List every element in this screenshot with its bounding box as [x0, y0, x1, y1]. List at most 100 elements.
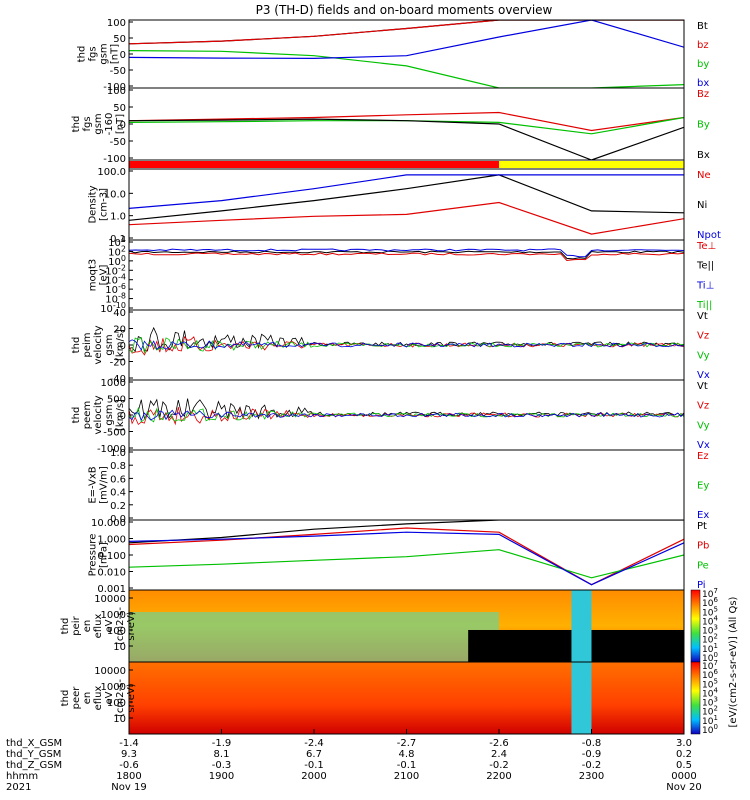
tick-label: 0	[120, 411, 126, 422]
tick-label: 10-4	[105, 273, 126, 287]
series-trace	[129, 326, 684, 353]
ephemeris-value: 0.2	[676, 749, 692, 760]
y-axis-label: (cm2-s-	[115, 607, 126, 645]
tick-label: -20	[110, 358, 126, 369]
colorbar-tick-label: 101	[702, 642, 718, 655]
tick-label: -100	[103, 82, 126, 93]
legend-entry: Te⊥	[696, 241, 716, 252]
series-line	[129, 20, 684, 45]
series-trace	[129, 407, 684, 426]
ephemeris-value: 2200	[486, 771, 511, 782]
tick-label: 1000	[101, 610, 126, 621]
tick-label: 50	[113, 34, 126, 45]
ephemeris-value: 2000	[301, 771, 326, 782]
spectrogram-colorbars: 1071061051041031021011001071061051041031…	[690, 587, 739, 736]
legend-entry: Ez	[697, 451, 709, 462]
y-axis-label: thd	[77, 46, 88, 63]
tick-label: 102	[108, 244, 126, 258]
ephemeris-value: 9.3	[121, 749, 137, 760]
mode-bar-segment	[129, 161, 499, 168]
legend-entry: Vz	[697, 331, 709, 342]
colorbar-tick-label: 100	[702, 723, 718, 736]
tick-label: -40	[110, 374, 126, 385]
panel-7: 1000 500 0 -500 -1000 thd peem velocity gsm [km/s…	[71, 378, 710, 455]
series-trace	[129, 336, 684, 356]
spectrogram-cold-band	[571, 590, 592, 662]
tick-label: 1.0	[110, 448, 126, 459]
y-axis-label: en	[82, 692, 93, 705]
panel-frame	[128, 87, 685, 161]
panel-frame	[128, 168, 685, 241]
y-axis-label: [cm-3]	[99, 188, 110, 221]
series-line	[129, 520, 684, 544]
series-line	[129, 174, 684, 209]
legend-entry: Ne	[697, 170, 711, 181]
tick-label: 10-2	[105, 263, 126, 277]
ephemeris-value: -0.9	[582, 749, 602, 760]
tick-label: 0	[120, 120, 126, 131]
ephemeris-value: -1.4	[119, 738, 139, 749]
ephemeris-value: 2100	[394, 771, 419, 782]
y-axis-label: velocity	[93, 395, 104, 434]
ephemeris-value: -0.6	[119, 760, 139, 771]
legend-entry: Vx	[697, 370, 710, 381]
y-axis-label: -160	[104, 113, 115, 136]
legend-entry: Pe	[697, 560, 709, 571]
legend-entry: Vz	[697, 401, 709, 412]
series-trace	[129, 406, 684, 423]
y-axis-label: thd	[71, 337, 82, 354]
colorbar-tick-label: 104	[702, 614, 718, 627]
tick-label: 0.8	[110, 461, 126, 472]
tick-label: 0.0	[110, 514, 126, 525]
panel-8: 1.0 0.8 0.6 0.4 0.2 0.0 E=-VxB [mV/m] Ez Ey Ex	[88, 448, 710, 525]
series-line	[129, 531, 684, 586]
tick-label: 10	[113, 642, 126, 653]
tick-label: 10-10	[100, 301, 126, 315]
colorbar-tick-label: 103	[702, 696, 718, 709]
legend-entry: Te||	[696, 261, 714, 272]
tick-label: 10-6	[105, 282, 126, 296]
y-axis-label: [nT]	[115, 114, 126, 134]
series-trace	[129, 250, 684, 260]
y-axis-label: eV	[104, 691, 115, 704]
series-trace	[129, 398, 684, 421]
legend-entry: By	[697, 119, 710, 130]
legend-entry: bx	[697, 78, 709, 89]
tick-label: -50	[110, 66, 126, 77]
colorbar	[690, 661, 701, 735]
mode-bar-segment	[499, 161, 684, 168]
y-axis-label: gsm	[93, 113, 104, 134]
panel-6: 40 20 0 -20 -40 thd peim velocity gsm [km/s] Vt Vz V…	[71, 308, 710, 385]
tick-label: -1000	[97, 444, 126, 455]
colorbar-tick-label: 106	[702, 668, 718, 681]
legend-entry: Vx	[697, 440, 710, 451]
tick-label: 20	[113, 325, 126, 336]
y-axis-label: [nT]	[110, 44, 121, 64]
y-axis-label: thd	[71, 116, 82, 133]
y-axis-label: (cm2-s-	[115, 679, 126, 717]
colorbar-tick-label: 107	[702, 659, 718, 672]
y-axis-label: fgs	[82, 116, 93, 131]
tick-label: 10.000	[91, 518, 126, 529]
series-line	[129, 118, 684, 160]
y-axis-label: gsm	[99, 43, 110, 64]
panel-3	[128, 159, 685, 170]
legend-entry: Bt	[697, 21, 708, 32]
ephemeris-value: 2.4	[491, 749, 507, 760]
ephemeris-value: 2300	[579, 771, 604, 782]
y-axis-label: [eV]	[99, 265, 110, 286]
panel-11: 10000 1000 100 10 thd peer en eflux eV (cm2-s-sr-…	[60, 661, 685, 735]
tick-label: 104	[108, 235, 126, 249]
ephemeris-value: -0.1	[304, 760, 324, 771]
colorbar-tick-label: 104	[702, 686, 718, 699]
ephemeris-value: 0000	[671, 771, 696, 782]
legend-entry: Pb	[697, 541, 709, 552]
ephemeris-value: -2.7	[397, 738, 417, 749]
colorbar-tick-label: 100	[702, 651, 718, 664]
year-label: 2021	[6, 782, 31, 793]
legend-entry: Ti⊥	[696, 280, 714, 291]
legend-entry: Vt	[697, 381, 708, 392]
